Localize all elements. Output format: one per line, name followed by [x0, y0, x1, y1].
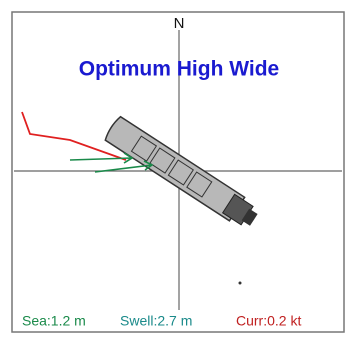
ship-display: N Optimum High Wide Sea:1.2 m Swell:2.7 … — [0, 0, 354, 338]
north-label: N — [174, 15, 185, 32]
swell-status: Swell:2.7 m — [120, 313, 192, 329]
current-status: Curr:0.2 kt — [236, 313, 301, 329]
title: Optimum High Wide — [79, 58, 279, 81]
dot — [239, 282, 242, 285]
sea-status: Sea:1.2 m — [22, 313, 86, 329]
